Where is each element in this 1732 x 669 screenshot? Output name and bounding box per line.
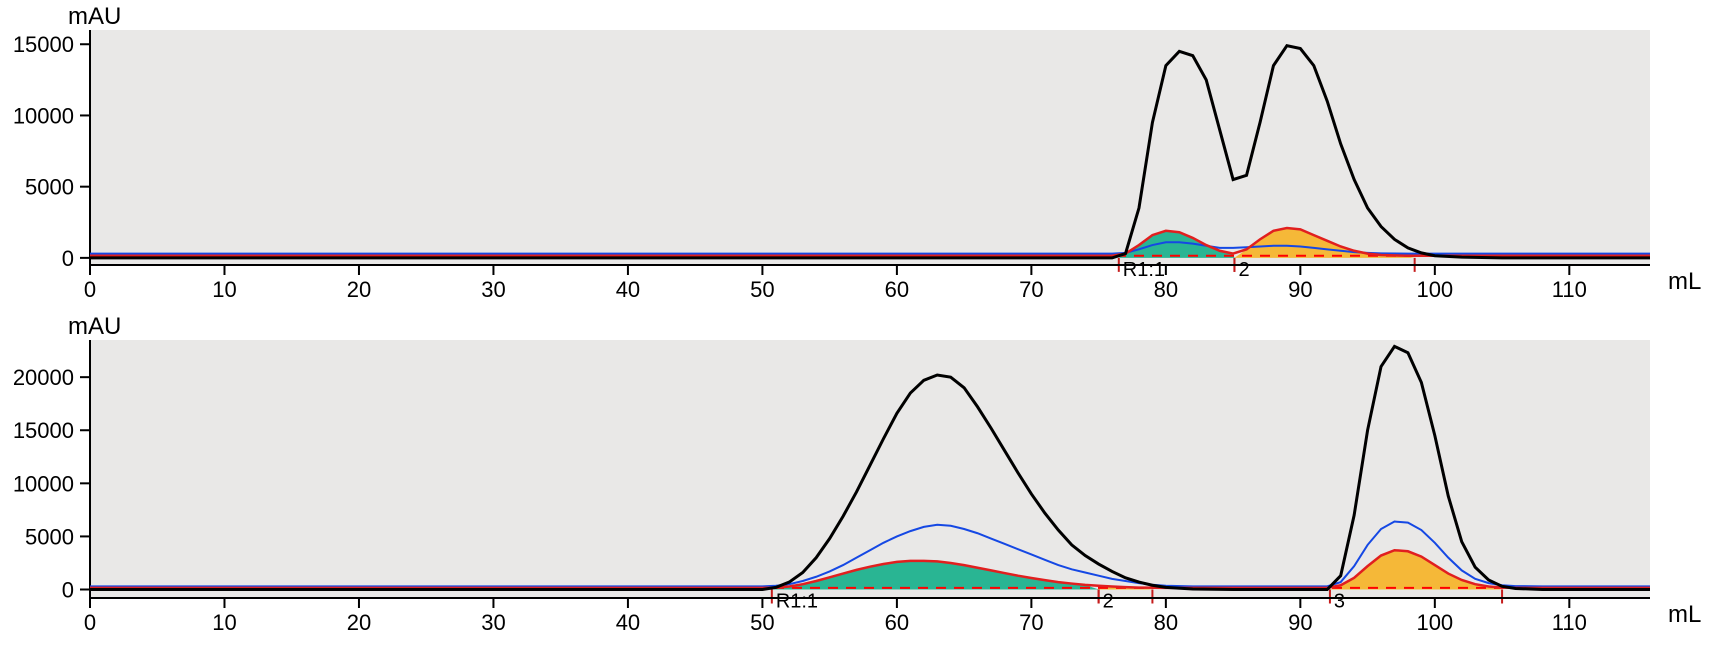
top-region-label: 2 [1238,259,1249,281]
bottom-xtick-label: 40 [616,610,640,635]
top-ytick-label: 5000 [25,175,74,200]
bottom-x-title: mL [1668,601,1701,628]
figure-svg: mAU050001000015000R1:1201020304050607080… [0,0,1732,664]
bottom-xtick-label: 20 [347,610,371,635]
top-xtick-label: 50 [750,277,774,302]
top-ytick-label: 15000 [13,32,74,57]
bottom-xtick-label: 10 [212,610,236,635]
bottom-ytick-label: 20000 [13,365,74,390]
bottom-xtick-label: 60 [885,610,909,635]
top-xtick-label: 30 [481,277,505,302]
top-ytick-label: 0 [62,246,74,271]
bottom-xtick-label: 100 [1416,610,1453,635]
top-y-title: mAU [68,3,121,30]
top-xtick-label: 110 [1552,277,1587,302]
bottom-ytick-label: 0 [62,578,74,603]
top-plot-bg [90,30,1650,265]
top-xtick-label: 70 [1019,277,1043,302]
bottom-xtick-label: 110 [1552,610,1587,635]
top-xtick-label: 60 [885,277,909,302]
bottom-xtick-label: 30 [481,610,505,635]
bottom-xtick-label: 0 [84,610,96,635]
bottom-region-label: R1:1 [776,591,818,613]
bottom-ytick-label: 15000 [13,418,74,443]
bottom-ytick-label: 5000 [25,524,74,549]
chromatogram-figure: mAU050001000015000R1:1201020304050607080… [0,0,1732,664]
bottom-y-title: mAU [68,313,121,340]
top-xtick-label: 0 [84,277,96,302]
bottom-region-label: 3 [1334,591,1345,613]
top-xtick-label: 20 [347,277,371,302]
top-xtick-label: 10 [212,277,236,302]
bottom-xtick-label: 90 [1288,610,1312,635]
top-x-title: mL [1668,268,1701,295]
top-xtick-label: 90 [1288,277,1312,302]
top-xtick-label: 80 [1154,277,1178,302]
top-ytick-label: 10000 [13,103,74,128]
top-xtick-label: 100 [1416,277,1453,302]
bottom-xtick-label: 80 [1154,610,1178,635]
bottom-xtick-label: 70 [1019,610,1043,635]
bottom-ytick-label: 10000 [13,471,74,496]
bottom-xtick-label: 50 [750,610,774,635]
bottom-region-label: 2 [1103,591,1114,613]
top-xtick-label: 40 [616,277,640,302]
